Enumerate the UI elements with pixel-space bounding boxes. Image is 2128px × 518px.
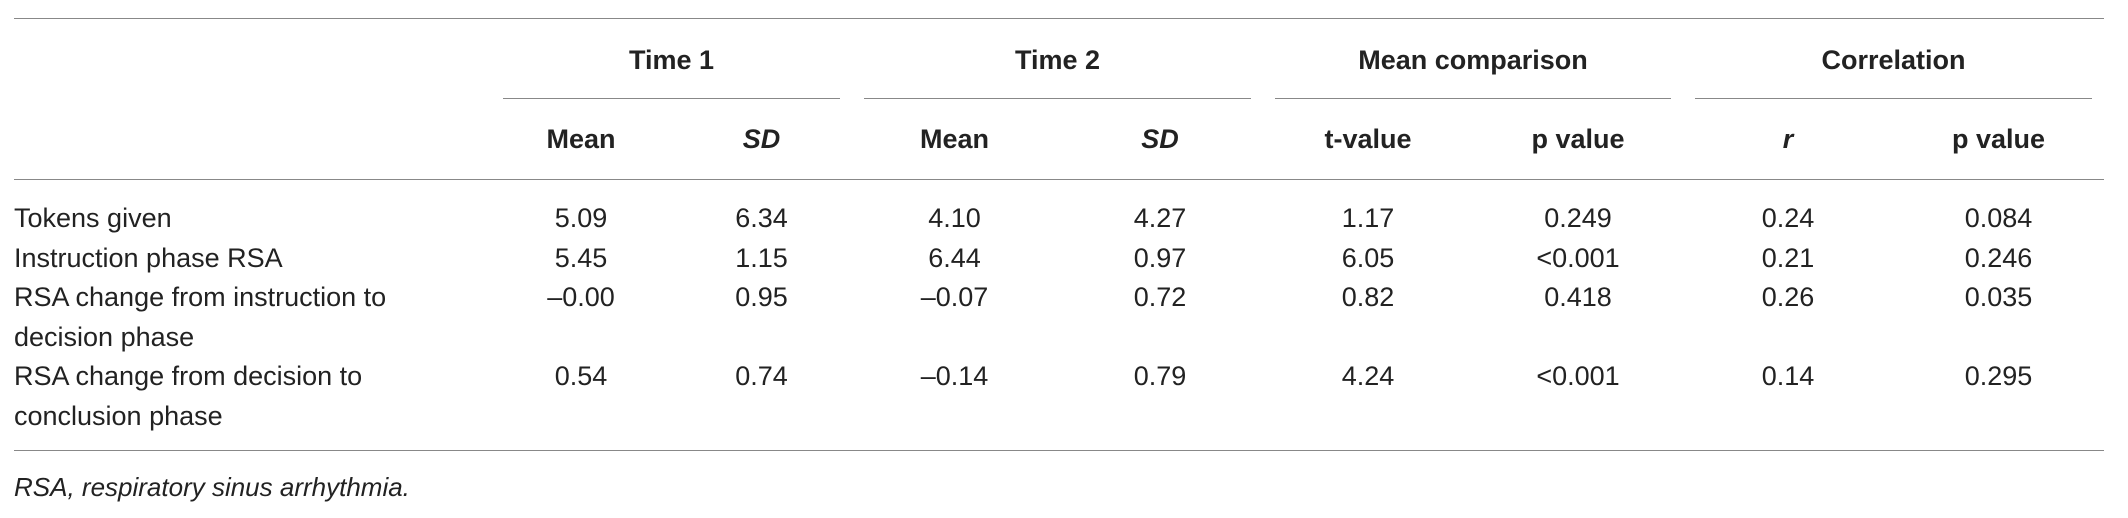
cell: 4.24 bbox=[1341, 361, 1395, 391]
table-wrap: Time 1 Time 2 Mean comparison Correlation M… bbox=[14, 18, 2104, 451]
column-header: Mean bbox=[852, 99, 1057, 180]
column-header: t-value bbox=[1263, 99, 1473, 180]
row-label: RSA change from decision to conclusion p… bbox=[14, 361, 363, 431]
cell: 4.10 bbox=[928, 203, 981, 233]
group-header: Time 1 bbox=[491, 19, 852, 99]
column-header: SD bbox=[671, 99, 852, 180]
group-title: Mean comparison bbox=[1358, 45, 1588, 75]
cell: 5.45 bbox=[554, 242, 608, 273]
column-header: p value bbox=[1473, 99, 1683, 180]
data-table: Time 1 Time 2 Mean comparison Correlation M… bbox=[14, 18, 2104, 451]
footnote: RSA, respiratory sinus arrhythmia. bbox=[14, 472, 410, 502]
group-underline bbox=[503, 98, 840, 99]
cell: 0.72 bbox=[1133, 282, 1187, 312]
cell: 6.34 bbox=[735, 203, 788, 233]
column-header: Mean bbox=[491, 99, 671, 180]
column-header: r bbox=[1683, 99, 1893, 180]
cell: 0.246 bbox=[1964, 242, 2033, 273]
table-row: Tokens given 5.09 6.34 4.10 4.27 1.17 0.249 0.2… bbox=[14, 180, 2104, 239]
group-title: Time 2 bbox=[1014, 45, 1101, 75]
group-header-row: Time 1 Time 2 Mean comparison Correlation bbox=[14, 19, 2104, 99]
cell: 0.084 bbox=[1964, 203, 2033, 233]
cell: 6.44 bbox=[928, 242, 981, 273]
group-underline bbox=[1695, 98, 2092, 99]
cell: <0.001 bbox=[1536, 361, 1620, 391]
subheader-row: Mean SD Mean SD t-value p value r p value bbox=[14, 99, 2104, 180]
cell: 6.05 bbox=[1341, 242, 1395, 273]
group-underline bbox=[1275, 98, 1671, 99]
cell: –0.07 bbox=[920, 282, 989, 312]
cell: 0.295 bbox=[1964, 361, 2033, 391]
group-underline bbox=[864, 98, 1251, 99]
table-row: RSA change from decision to conclusion p… bbox=[14, 357, 2104, 451]
cell: 1.17 bbox=[1341, 203, 1395, 233]
cell: 0.035 bbox=[1964, 282, 2033, 312]
cell: 0.249 bbox=[1544, 203, 1612, 233]
group-header: Mean comparison bbox=[1263, 19, 1683, 99]
cell: <0.001 bbox=[1536, 242, 1620, 273]
cell: 0.74 bbox=[735, 361, 788, 391]
row-label: Instruction phase RSA bbox=[14, 242, 283, 273]
cell: 0.418 bbox=[1544, 282, 1612, 312]
group-title: Time 1 bbox=[628, 45, 715, 75]
table-row: Instruction phase RSA 5.45 1.15 6.44 0.97 6.0… bbox=[14, 239, 2104, 279]
group-title: Correlation bbox=[1821, 45, 1966, 75]
row-label: RSA change from instruction to decision … bbox=[14, 282, 387, 352]
group-header: Time 2 bbox=[852, 19, 1263, 99]
cell: 0.14 bbox=[1761, 361, 1815, 391]
cell: 4.27 bbox=[1133, 203, 1187, 233]
group-header: Correlation bbox=[1683, 19, 2104, 99]
cell: 0.24 bbox=[1761, 203, 1815, 233]
cell: 0.79 bbox=[1133, 361, 1187, 391]
column-header: p value bbox=[1893, 99, 2104, 180]
cell: 0.26 bbox=[1761, 282, 1815, 312]
cell: 0.97 bbox=[1133, 242, 1187, 273]
table-body: Tokens given 5.09 6.34 4.10 4.27 1.17 0.249 0.2… bbox=[14, 180, 2104, 451]
cell: 5.09 bbox=[554, 203, 608, 233]
table-row: RSA change from instruction to decision … bbox=[14, 278, 2104, 357]
cell: 0.21 bbox=[1761, 242, 1815, 273]
cell: –0.00 bbox=[547, 282, 615, 312]
column-header: SD bbox=[1057, 99, 1263, 180]
cell: 1.15 bbox=[735, 242, 788, 273]
cell: 0.54 bbox=[554, 361, 608, 391]
cell: –0.14 bbox=[920, 361, 989, 391]
row-label: Tokens given bbox=[14, 203, 172, 233]
cell: 0.95 bbox=[735, 282, 788, 312]
cell: 0.82 bbox=[1341, 282, 1395, 312]
